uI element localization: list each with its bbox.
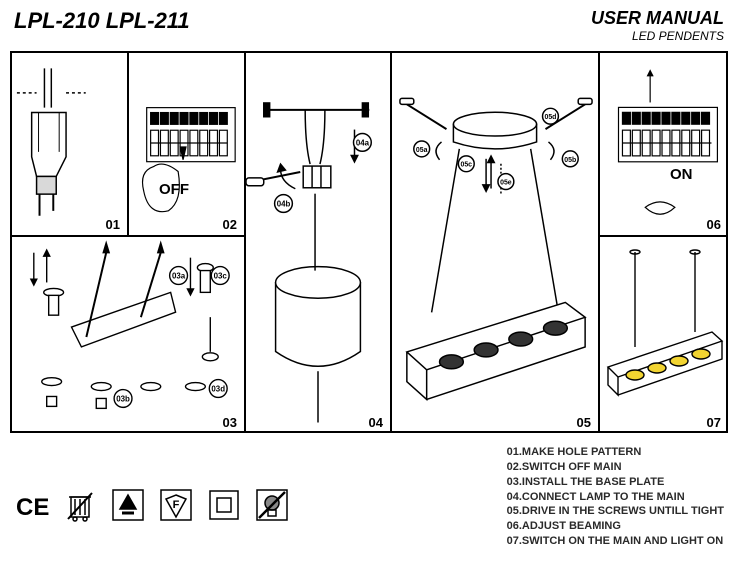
svg-text:05d: 05d <box>544 114 556 121</box>
panel-number: 06 <box>705 217 723 232</box>
panel-number: 02 <box>221 217 239 232</box>
panel-05: 05a 05b 05c 05d 05e 05 <box>392 53 600 433</box>
panel-04: 04a 04b 04 <box>246 53 392 433</box>
switch-off-label: OFF <box>159 181 189 198</box>
header-right: USER MANUAL LED PENDENTS <box>591 8 724 43</box>
svg-text:05e: 05e <box>500 180 512 187</box>
svg-text:04b: 04b <box>277 200 291 209</box>
svg-text:03d: 03d <box>211 385 225 394</box>
recyclable-icon <box>110 487 146 523</box>
manual-title: USER MANUAL <box>591 8 724 29</box>
model-numbers: LPL-210 LPL-211 <box>14 8 190 34</box>
panel-number: 01 <box>104 217 122 232</box>
manual-subtitle: LED PENDENTS <box>591 29 724 43</box>
weee-bin-icon <box>62 487 98 523</box>
step-item: 07.SWITCH ON THE MAIN AND LIGHT ON <box>507 534 724 549</box>
header: LPL-210 LPL-211 USER MANUAL LED PENDENTS <box>10 8 728 43</box>
step-item: 02.SWITCH OFF MAIN <box>507 460 724 475</box>
svg-text:05b: 05b <box>564 157 576 164</box>
step-item: 04.CONNECT LAMP TO THE MAIN <box>507 490 724 505</box>
svg-text:05c: 05c <box>460 162 472 169</box>
step-item: 05.DRIVE IN THE SCREWS UNTILL TIGHT <box>507 504 724 519</box>
svg-text:03b: 03b <box>116 394 130 403</box>
diagram-panels: 01 <box>10 51 728 433</box>
svg-text:03c: 03c <box>214 271 228 280</box>
step-item: 06.ADJUST BEAMING <box>507 519 724 534</box>
panel-06: ON 06 <box>600 53 728 237</box>
svg-text:04a: 04a <box>356 138 370 147</box>
panel-number: 04 <box>367 415 385 430</box>
certification-icons: CE F <box>14 487 290 523</box>
svg-text:CE: CE <box>16 494 49 521</box>
double-insulation-icon <box>206 487 242 523</box>
step-item: 01.MAKE HOLE PATTERN <box>507 445 724 460</box>
switch-on-label: ON <box>670 166 693 183</box>
panel-number: 07 <box>705 415 723 430</box>
svg-text:F: F <box>173 499 180 511</box>
ce-mark-icon: CE <box>14 487 50 523</box>
steps-list: 01.MAKE HOLE PATTERN 02.SWITCH OFF MAIN … <box>507 445 724 549</box>
svg-text:05a: 05a <box>416 147 428 154</box>
no-dimmable-icon <box>254 487 290 523</box>
panel-01: 01 <box>12 53 129 237</box>
footer: CE F <box>10 445 728 549</box>
panel-02: OFF 02 <box>129 53 246 237</box>
panel-number: 05 <box>575 415 593 430</box>
panel-number: 03 <box>221 415 239 430</box>
panel-07: 07 <box>600 237 728 433</box>
class-protection-icon: F <box>158 487 194 523</box>
panel-03: 03a 03c 03b 03d 03 <box>12 237 246 433</box>
step-item: 03.INSTALL THE BASE PLATE <box>507 475 724 490</box>
svg-text:03a: 03a <box>172 271 186 280</box>
